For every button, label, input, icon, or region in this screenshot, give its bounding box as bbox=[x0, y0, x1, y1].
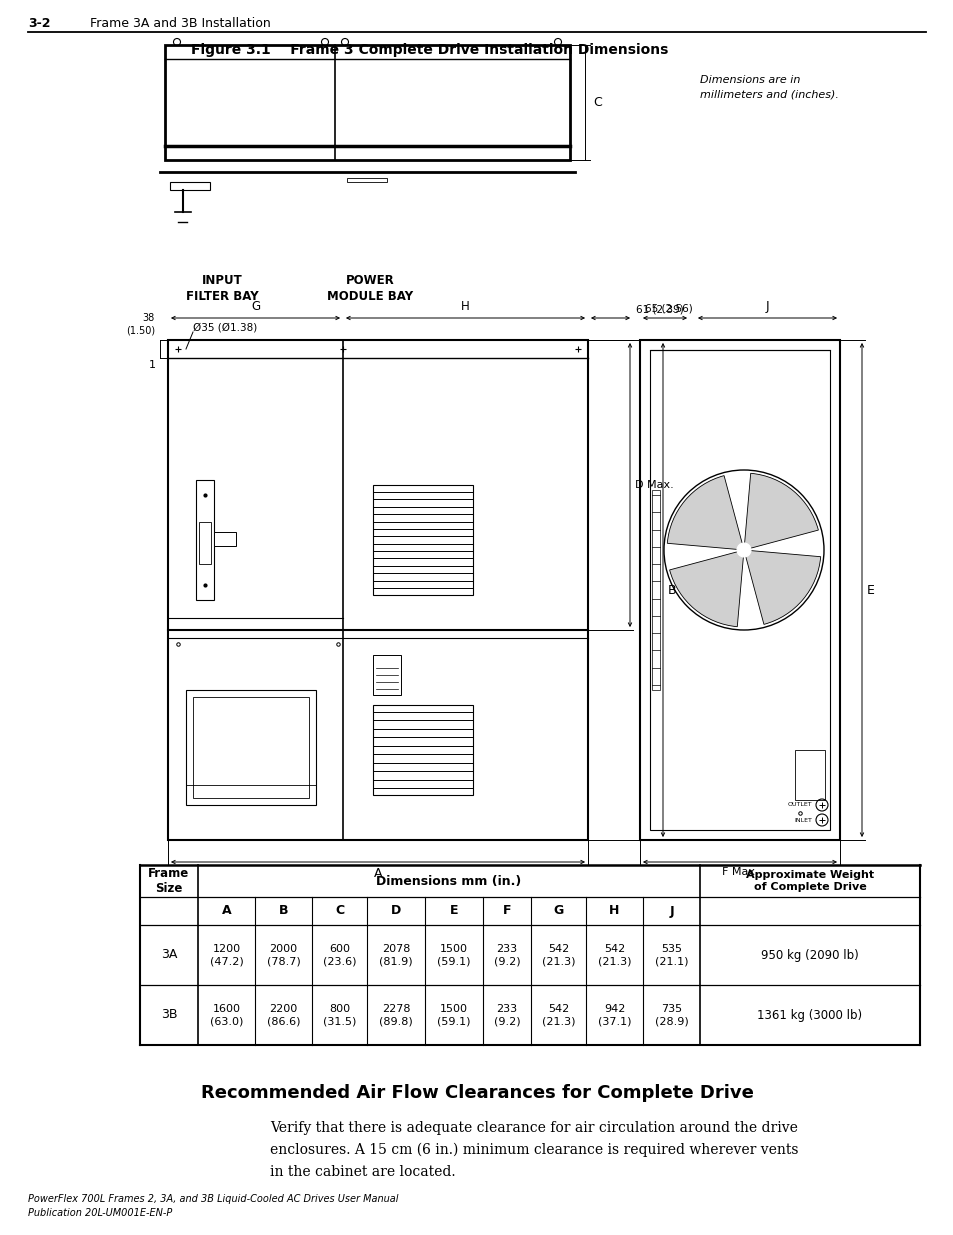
Text: 542
(21.3): 542 (21.3) bbox=[541, 1004, 575, 1026]
Text: Frame 3A and 3B Installation: Frame 3A and 3B Installation bbox=[90, 16, 271, 30]
Text: OUTLET: OUTLET bbox=[786, 803, 811, 808]
Text: 61 (2.39): 61 (2.39) bbox=[636, 304, 683, 314]
Text: 542
(21.3): 542 (21.3) bbox=[598, 944, 631, 966]
Text: 3B: 3B bbox=[161, 1009, 177, 1021]
Bar bbox=[165, 44, 569, 161]
Text: E: E bbox=[866, 583, 874, 597]
Text: J: J bbox=[668, 904, 673, 918]
Text: Approximate Weight
of Complete Drive: Approximate Weight of Complete Drive bbox=[745, 869, 873, 892]
Text: F Max.: F Max. bbox=[720, 867, 758, 877]
Text: Dimensions are in
millimeters and (inches).: Dimensions are in millimeters and (inche… bbox=[700, 74, 838, 99]
Text: 735
(28.9): 735 (28.9) bbox=[654, 1004, 688, 1026]
Bar bbox=[213, 532, 235, 546]
Text: H: H bbox=[460, 300, 470, 312]
Bar bbox=[347, 178, 387, 182]
Circle shape bbox=[737, 543, 750, 557]
Text: 1500
(59.1): 1500 (59.1) bbox=[436, 944, 470, 966]
Text: 38
(1.50): 38 (1.50) bbox=[126, 312, 154, 335]
Text: Figure 3.1    Frame 3 Complete Drive Installation Dimensions: Figure 3.1 Frame 3 Complete Drive Instal… bbox=[192, 43, 668, 57]
Text: 800
(31.5): 800 (31.5) bbox=[322, 1004, 355, 1026]
Text: 1361 kg (3000 lb): 1361 kg (3000 lb) bbox=[757, 1009, 862, 1021]
Text: G: G bbox=[251, 300, 260, 312]
Bar bbox=[373, 485, 473, 595]
Text: 2278
(89.8): 2278 (89.8) bbox=[378, 1004, 413, 1026]
Text: E: E bbox=[449, 904, 457, 918]
Text: Ø35 (Ø1.38): Ø35 (Ø1.38) bbox=[193, 322, 257, 332]
Wedge shape bbox=[743, 473, 818, 550]
Text: 65 (2.56): 65 (2.56) bbox=[644, 303, 692, 312]
Wedge shape bbox=[669, 550, 743, 626]
Text: 233
(9.2): 233 (9.2) bbox=[493, 944, 519, 966]
Text: G: G bbox=[553, 904, 563, 918]
Text: Frame
Size: Frame Size bbox=[149, 867, 190, 895]
Text: 233
(9.2): 233 (9.2) bbox=[493, 1004, 519, 1026]
Text: 1600
(63.0): 1600 (63.0) bbox=[210, 1004, 243, 1026]
Text: C: C bbox=[593, 96, 601, 109]
Text: 1200
(47.2): 1200 (47.2) bbox=[210, 944, 243, 966]
Text: 1: 1 bbox=[149, 359, 156, 370]
Text: 600
(23.6): 600 (23.6) bbox=[322, 944, 355, 966]
Bar bbox=[168, 340, 587, 840]
Text: 542
(21.3): 542 (21.3) bbox=[541, 944, 575, 966]
Text: 1500
(59.1): 1500 (59.1) bbox=[436, 1004, 470, 1026]
Bar bbox=[195, 480, 213, 600]
Bar bbox=[651, 490, 659, 690]
Text: PowerFlex 700L Frames 2, 3A, and 3B Liquid-Cooled AC Drives User Manual: PowerFlex 700L Frames 2, 3A, and 3B Liqu… bbox=[28, 1194, 398, 1204]
Text: A: A bbox=[221, 904, 231, 918]
Text: C: C bbox=[335, 904, 344, 918]
Bar bbox=[639, 340, 840, 840]
Text: 2000
(78.7): 2000 (78.7) bbox=[266, 944, 300, 966]
Text: POWER
MODULE BAY: POWER MODULE BAY bbox=[327, 274, 413, 303]
Wedge shape bbox=[666, 475, 743, 550]
Text: INPUT
FILTER BAY: INPUT FILTER BAY bbox=[186, 274, 258, 303]
Bar bbox=[170, 182, 210, 190]
Text: INLET: INLET bbox=[793, 818, 811, 823]
Bar bbox=[199, 522, 211, 564]
Text: 535
(21.1): 535 (21.1) bbox=[654, 944, 687, 966]
Text: F: F bbox=[502, 904, 511, 918]
Bar bbox=[649, 350, 829, 830]
Bar bbox=[193, 697, 309, 798]
Text: J: J bbox=[765, 300, 768, 312]
Text: A: A bbox=[374, 867, 382, 881]
Text: D Max.: D Max. bbox=[635, 480, 673, 490]
Text: Recommended Air Flow Clearances for Complete Drive: Recommended Air Flow Clearances for Comp… bbox=[200, 1084, 753, 1102]
Text: D: D bbox=[391, 904, 400, 918]
Text: Publication 20L-UM001E-EN-P: Publication 20L-UM001E-EN-P bbox=[28, 1208, 172, 1218]
Bar bbox=[186, 690, 315, 805]
Text: 2078
(81.9): 2078 (81.9) bbox=[378, 944, 413, 966]
Bar bbox=[794, 750, 824, 800]
Text: B: B bbox=[278, 904, 288, 918]
Text: Verify that there is adequate clearance for air circulation around the drive
enc: Verify that there is adequate clearance … bbox=[270, 1121, 798, 1179]
Text: 942
(37.1): 942 (37.1) bbox=[598, 1004, 631, 1026]
Bar bbox=[373, 705, 473, 795]
Bar bbox=[373, 655, 400, 695]
Text: 3-2: 3-2 bbox=[28, 16, 51, 30]
Text: H: H bbox=[609, 904, 619, 918]
Text: 950 kg (2090 lb): 950 kg (2090 lb) bbox=[760, 948, 858, 962]
Text: 3A: 3A bbox=[161, 948, 177, 962]
Text: B: B bbox=[667, 583, 676, 597]
Wedge shape bbox=[743, 550, 820, 625]
Text: Dimensions mm (in.): Dimensions mm (in.) bbox=[376, 874, 521, 888]
Text: 2200
(86.6): 2200 (86.6) bbox=[267, 1004, 300, 1026]
